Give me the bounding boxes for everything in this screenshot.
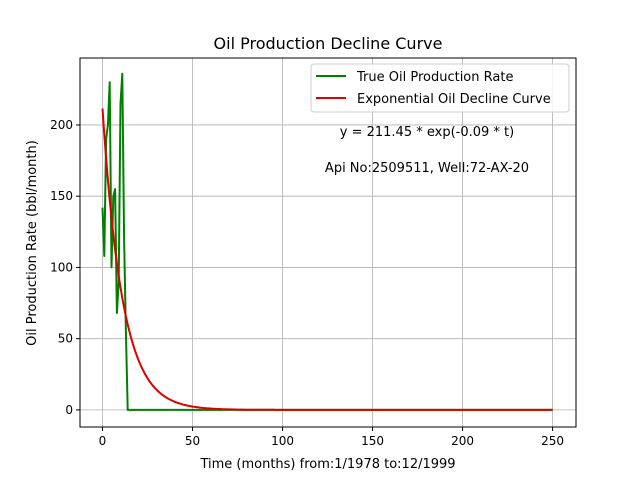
- axis-ticks: 0 50 100 150 200 250 0 50 100 150 200: [50, 118, 564, 448]
- x-tick-label: 50: [185, 434, 200, 448]
- legend: True Oil Production Rate Exponential Oil…: [310, 63, 570, 113]
- well-id-annotation: Api No:2509511, Well:72-AX-20: [325, 161, 529, 176]
- x-tick-label: 150: [361, 434, 384, 448]
- x-tick-label: 200: [451, 434, 474, 448]
- x-tick-label: 100: [271, 434, 294, 448]
- legend-label-true-rate: True Oil Production Rate: [356, 70, 513, 85]
- series-group: [101, 72, 553, 411]
- legend-label-exponential: Exponential Oil Decline Curve: [357, 92, 551, 107]
- chart-title: Oil Production Decline Curve: [214, 34, 443, 53]
- y-tick-label: 0: [65, 403, 73, 417]
- y-tick-label: 100: [50, 260, 73, 274]
- y-tick-label: 200: [50, 118, 73, 132]
- y-tick-label: 150: [50, 189, 73, 203]
- x-tick-label: 0: [99, 434, 107, 448]
- fit-equation-annotation: y = 211.45 * exp(-0.09 * t): [340, 125, 514, 140]
- grid-lines: [80, 58, 576, 427]
- plot-frame: [79, 57, 577, 428]
- series-line-exponential-decline: [101, 108, 553, 411]
- x-tick-label: 250: [541, 434, 564, 448]
- x-axis-label: Time (months) from:1/1978 to:12/1999: [199, 457, 455, 472]
- legend-box: [310, 63, 570, 113]
- y-tick-label: 50: [58, 332, 73, 346]
- y-axis-label: Oil Production Rate (bbl/month): [25, 140, 40, 346]
